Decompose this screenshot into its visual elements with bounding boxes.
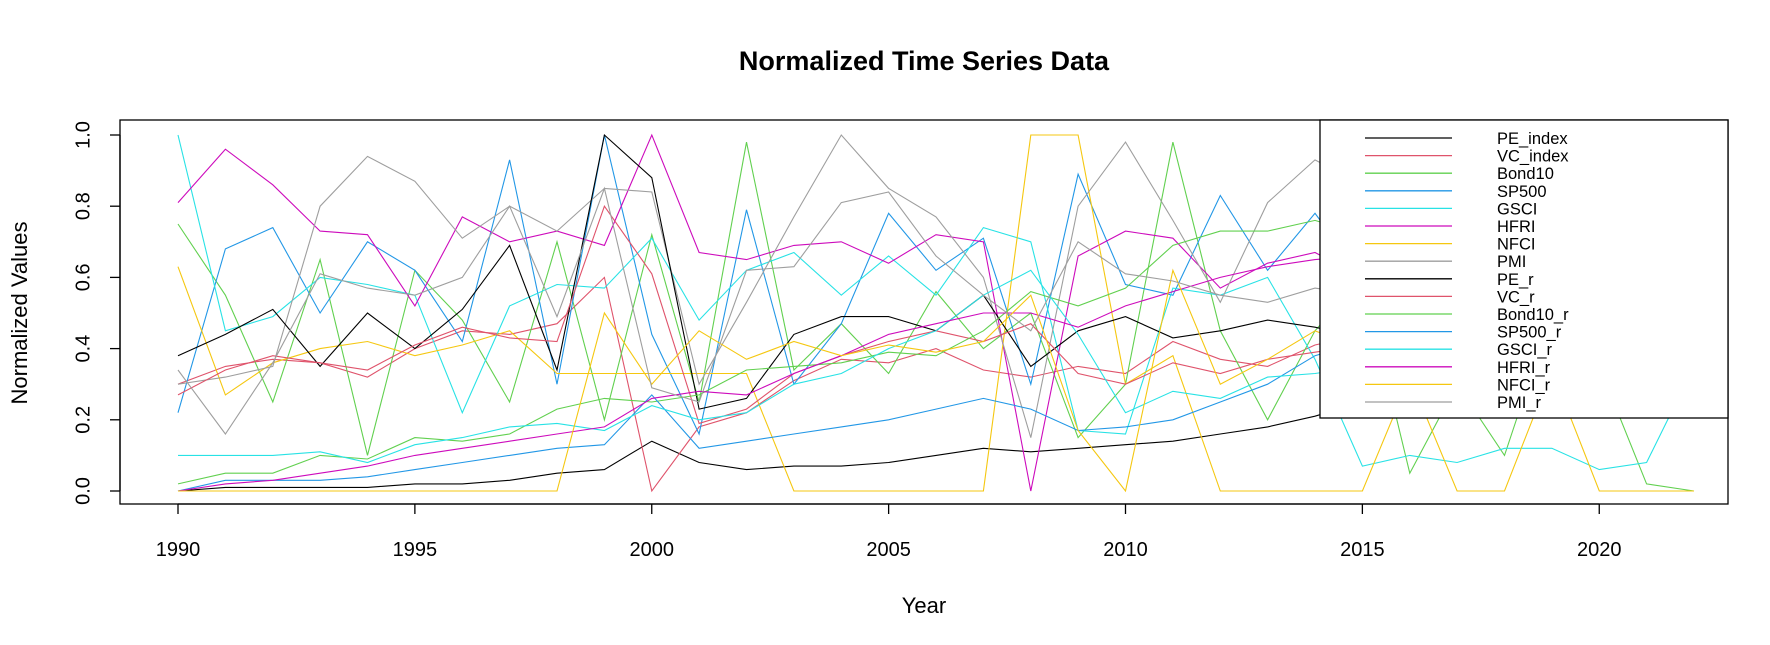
y-tick-label: 1.0 (72, 121, 94, 149)
legend-label: PMI_r (1497, 394, 1542, 412)
legend-label: PE_r (1497, 271, 1534, 289)
chart-title: Normalized Time Series Data (739, 46, 1110, 76)
series-line-gsci (177, 134, 1695, 471)
legend-label: Bond10 (1497, 165, 1554, 183)
x-tick-label: 2000 (630, 539, 675, 561)
legend-label: PE_index (1497, 130, 1568, 148)
legend-label: SP500 (1497, 183, 1547, 201)
y-tick-label: 0.0 (72, 477, 94, 505)
legend-label: NFCI (1497, 236, 1536, 254)
x-axis: 1990 1995 2000 2005 2010 2015 2020 (156, 503, 1622, 561)
y-tick-label: 0.2 (72, 406, 94, 434)
legend-label: Bond10_r (1497, 306, 1569, 324)
legend-label: GSCI (1497, 200, 1537, 218)
legend-label: VC_r (1497, 288, 1535, 306)
y-tick-label: 0.6 (72, 263, 94, 291)
legend-label: NFCI_r (1497, 376, 1551, 394)
x-tick-label: 2010 (1103, 539, 1148, 561)
x-tick-label: 1990 (156, 539, 201, 561)
x-axis-label: Year (902, 593, 946, 618)
x-tick-label: 1995 (393, 539, 438, 561)
y-tick-label: 0.8 (72, 192, 94, 220)
x-tick-label: 2015 (1340, 539, 1385, 561)
legend-label: HFRI_r (1497, 359, 1551, 377)
y-tick-label: 0.4 (72, 335, 94, 363)
y-axis: 0.0 0.2 0.4 0.6 0.8 1.0 (72, 121, 121, 505)
legend-label: VC_index (1497, 148, 1569, 166)
legend-label: PMI (1497, 253, 1526, 271)
x-tick-label: 2020 (1577, 539, 1622, 561)
legend-box (1319, 119, 1729, 419)
legend-label: GSCI_r (1497, 341, 1553, 359)
legend-label: SP500_r (1497, 324, 1562, 342)
y-axis-label: Normalized Values (7, 221, 32, 404)
series-line-nfci (177, 134, 1694, 492)
legend: PE_indexVC_indexBond10SP500GSCIHFRINFCIP… (1319, 119, 1729, 419)
legend-label: HFRI (1497, 218, 1536, 236)
x-tick-label: 2005 (866, 539, 911, 561)
